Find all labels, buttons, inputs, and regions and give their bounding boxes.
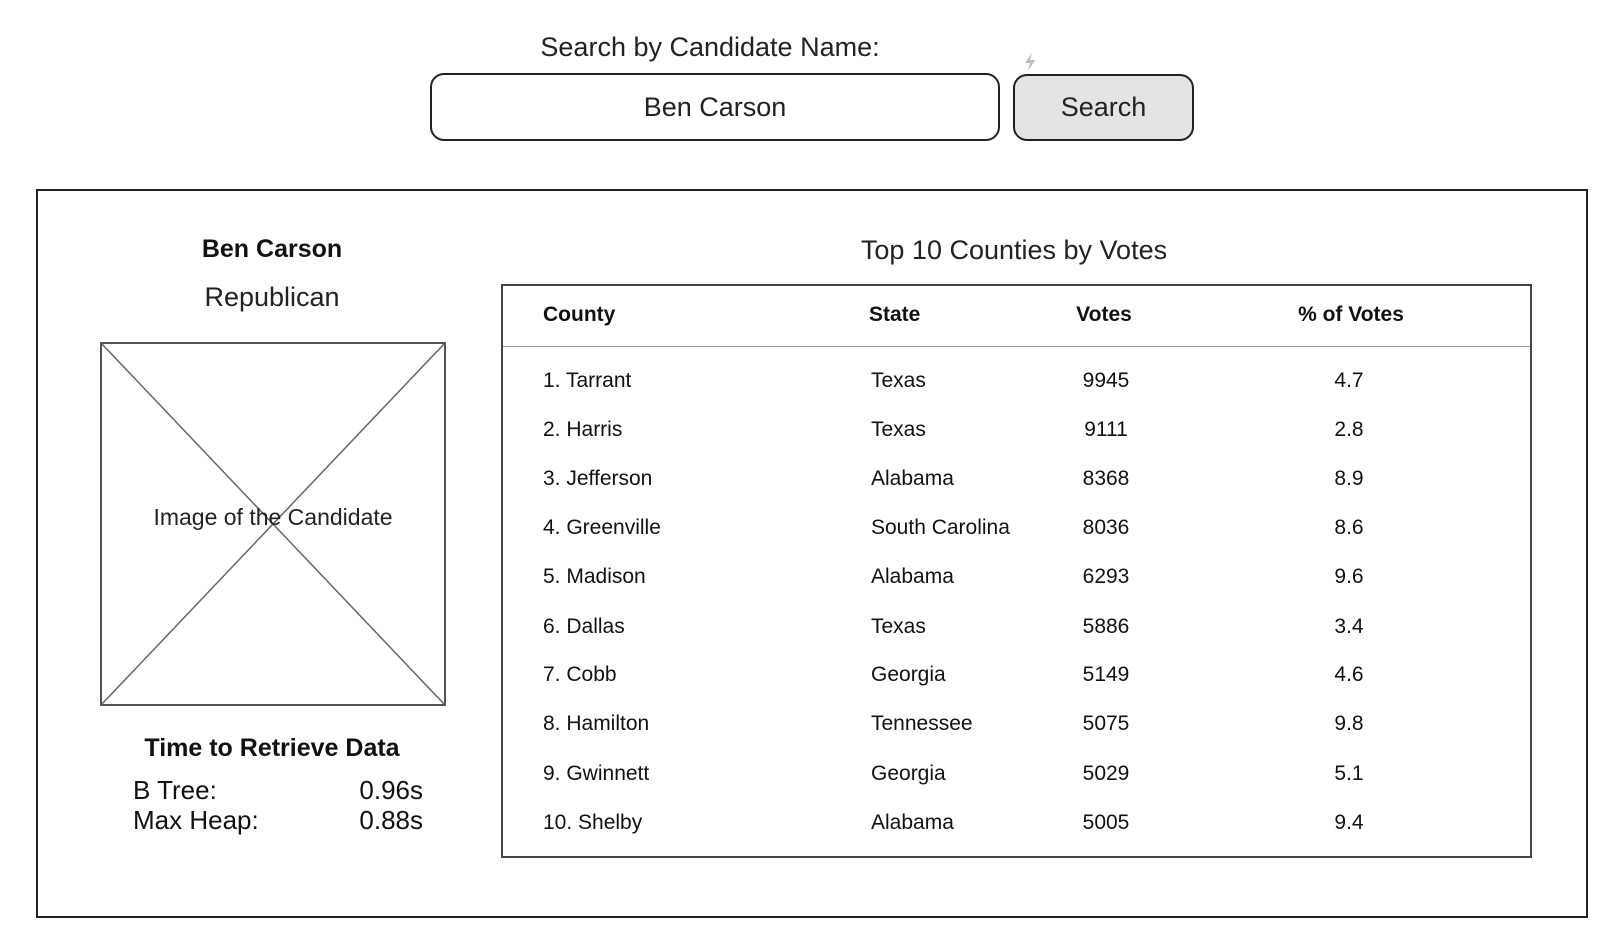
candidate-party: Republican — [204, 282, 340, 312]
table-row: 3. Jefferson Alabama 8368 8.9 — [503, 459, 1530, 499]
cell-pct: 9.8 — [1334, 712, 1364, 735]
timing-value: 0.88s — [359, 805, 423, 835]
cell-pct: 3.4 — [1334, 615, 1364, 638]
cell-pct: 9.6 — [1334, 565, 1364, 588]
table-row: 6. Dallas Texas 5886 3.4 — [503, 607, 1530, 647]
column-header-votes: Votes — [1076, 303, 1132, 326]
table-row: 7. Cobb Georgia 5149 4.6 — [503, 655, 1530, 695]
cell-votes: 5149 — [1082, 663, 1130, 686]
table-row: 10. Shelby Alabama 5005 9.4 — [503, 803, 1530, 843]
image-placeholder-icon — [102, 344, 444, 704]
cell-pct: 2.8 — [1334, 418, 1364, 441]
timing-value: 0.96s — [359, 775, 423, 805]
cell-state: Texas — [871, 418, 926, 441]
table-row: 4. Greenville South Carolina 8036 8.6 — [503, 508, 1530, 548]
cell-votes: 5029 — [1082, 762, 1130, 785]
cell-county: 9. Gwinnett — [543, 762, 650, 785]
cell-county: 10. Shelby — [543, 811, 643, 834]
cell-state: Alabama — [871, 467, 954, 490]
cell-state: Georgia — [871, 762, 946, 785]
search-button[interactable]: Search — [1013, 74, 1194, 141]
cell-county: 5. Madison — [543, 565, 646, 588]
cell-county: 3. Jefferson — [543, 467, 653, 490]
table-row: 1. Tarrant Texas 9945 4.7 — [503, 361, 1530, 401]
cell-state: South Carolina — [871, 516, 1010, 539]
cell-pct: 8.9 — [1334, 467, 1364, 490]
cell-pct: 4.7 — [1334, 369, 1364, 392]
table-header: County State Votes % of Votes — [503, 286, 1530, 347]
cell-pct: 5.1 — [1334, 762, 1364, 785]
cell-votes: 5005 — [1082, 811, 1130, 834]
cell-votes: 9111 — [1084, 418, 1128, 441]
column-header-state: State — [869, 303, 921, 326]
cell-state: Texas — [871, 369, 926, 392]
candidate-image-placeholder: Image of the Candidate — [100, 342, 446, 706]
timing-label: B Tree: — [133, 775, 217, 805]
table-row: 2. Harris Texas 9111 2.8 — [503, 410, 1530, 450]
table-title: Top 10 Counties by Votes — [860, 235, 1168, 265]
column-header-pct: % of Votes — [1298, 303, 1404, 326]
cell-state: Tennessee — [871, 712, 973, 735]
results-panel: Ben Carson Republican Image of the Candi… — [36, 189, 1588, 918]
timing-label: Max Heap: — [133, 805, 259, 835]
candidate-name: Ben Carson — [201, 235, 343, 263]
cell-county: 7. Cobb — [543, 663, 617, 686]
cell-votes: 5886 — [1082, 615, 1130, 638]
cell-pct: 9.4 — [1334, 811, 1364, 834]
counties-table: County State Votes % of Votes 1. Tarrant… — [501, 284, 1532, 858]
cell-votes: 8036 — [1082, 516, 1130, 539]
cell-county: 6. Dallas — [543, 615, 625, 638]
table-row: 8. Hamilton Tennessee 5075 9.8 — [503, 704, 1530, 744]
lightning-bolt-icon — [1021, 52, 1039, 72]
cell-votes: 8368 — [1082, 467, 1130, 490]
cell-votes: 5075 — [1082, 712, 1130, 735]
cell-state: Alabama — [871, 811, 954, 834]
search-input[interactable] — [430, 73, 1000, 141]
timing-title: Time to Retrieve Data — [144, 734, 400, 762]
table-row: 5. Madison Alabama 6293 9.6 — [503, 557, 1530, 597]
cell-pct: 8.6 — [1334, 516, 1364, 539]
cell-county: 2. Harris — [543, 418, 623, 441]
cell-pct: 4.6 — [1334, 663, 1364, 686]
image-caption: Image of the Candidate — [153, 504, 393, 530]
cell-state: Georgia — [871, 663, 946, 686]
timing-row-maxheap: Max Heap: 0.88s — [133, 805, 423, 837]
column-header-county: County — [543, 303, 616, 326]
cell-state: Alabama — [871, 565, 954, 588]
cell-votes: 6293 — [1082, 565, 1130, 588]
cell-county: 4. Greenville — [543, 516, 661, 539]
cell-county: 8. Hamilton — [543, 712, 650, 735]
cell-county: 1. Tarrant — [543, 369, 632, 392]
search-label: Search by Candidate Name: — [540, 32, 880, 62]
table-row: 9. Gwinnett Georgia 5029 5.1 — [503, 754, 1530, 794]
timing-row-btree: B Tree: 0.96s — [133, 775, 423, 807]
cell-votes: 9945 — [1082, 369, 1130, 392]
cell-state: Texas — [871, 615, 926, 638]
